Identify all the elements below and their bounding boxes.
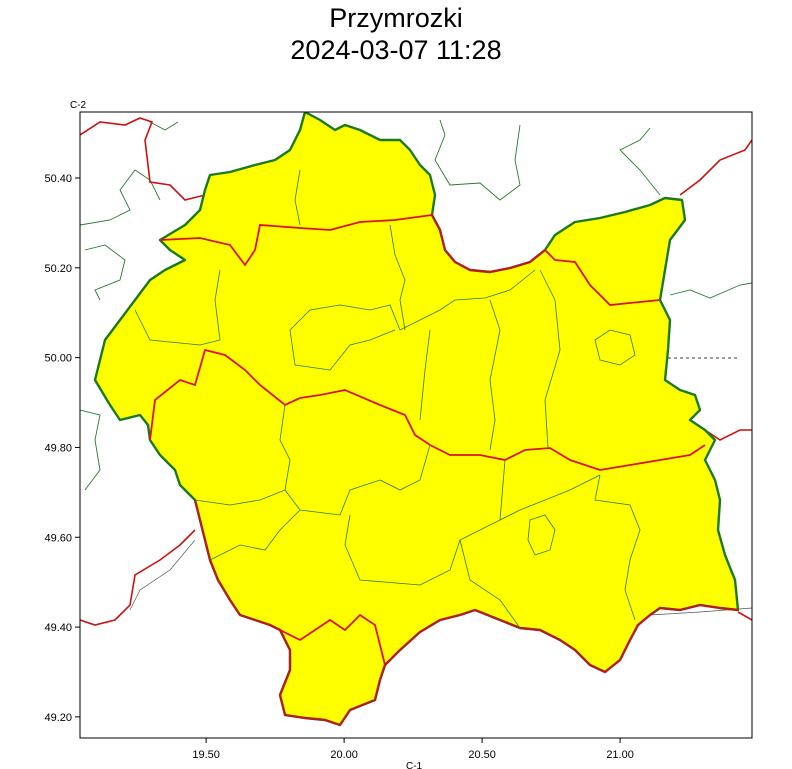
x-tick-label: 21.00 bbox=[606, 749, 634, 761]
map-content bbox=[80, 112, 752, 727]
x-tick-label: 20.50 bbox=[468, 749, 496, 761]
outer-red-boundaries bbox=[80, 117, 752, 626]
corner-label: C-1 bbox=[406, 761, 423, 769]
region-outline bbox=[193, 499, 739, 727]
map-subtitle: 2024-03-07 11:28 bbox=[290, 35, 501, 65]
y-tick-label: 50.40 bbox=[44, 173, 72, 185]
y-tick-label: 49.20 bbox=[44, 712, 72, 724]
district-boundaries bbox=[134, 169, 641, 629]
region-outline bbox=[431, 214, 546, 274]
corner-label: C-2 bbox=[70, 100, 87, 111]
y-tick-label: 49.80 bbox=[44, 442, 72, 454]
y-tick-label: 50.00 bbox=[44, 353, 72, 365]
plot-frame bbox=[79, 111, 753, 739]
map-title: Przymrozki bbox=[329, 3, 463, 33]
x-tick-label: 20.00 bbox=[330, 749, 358, 761]
y-tick-label: 49.60 bbox=[44, 532, 72, 544]
x-tick-label: 19.50 bbox=[192, 749, 220, 761]
warning-area bbox=[93, 112, 740, 727]
subregion-boundaries bbox=[149, 214, 706, 666]
y-tick-label: 50.20 bbox=[44, 263, 72, 275]
y-tick-label: 49.40 bbox=[44, 622, 72, 634]
